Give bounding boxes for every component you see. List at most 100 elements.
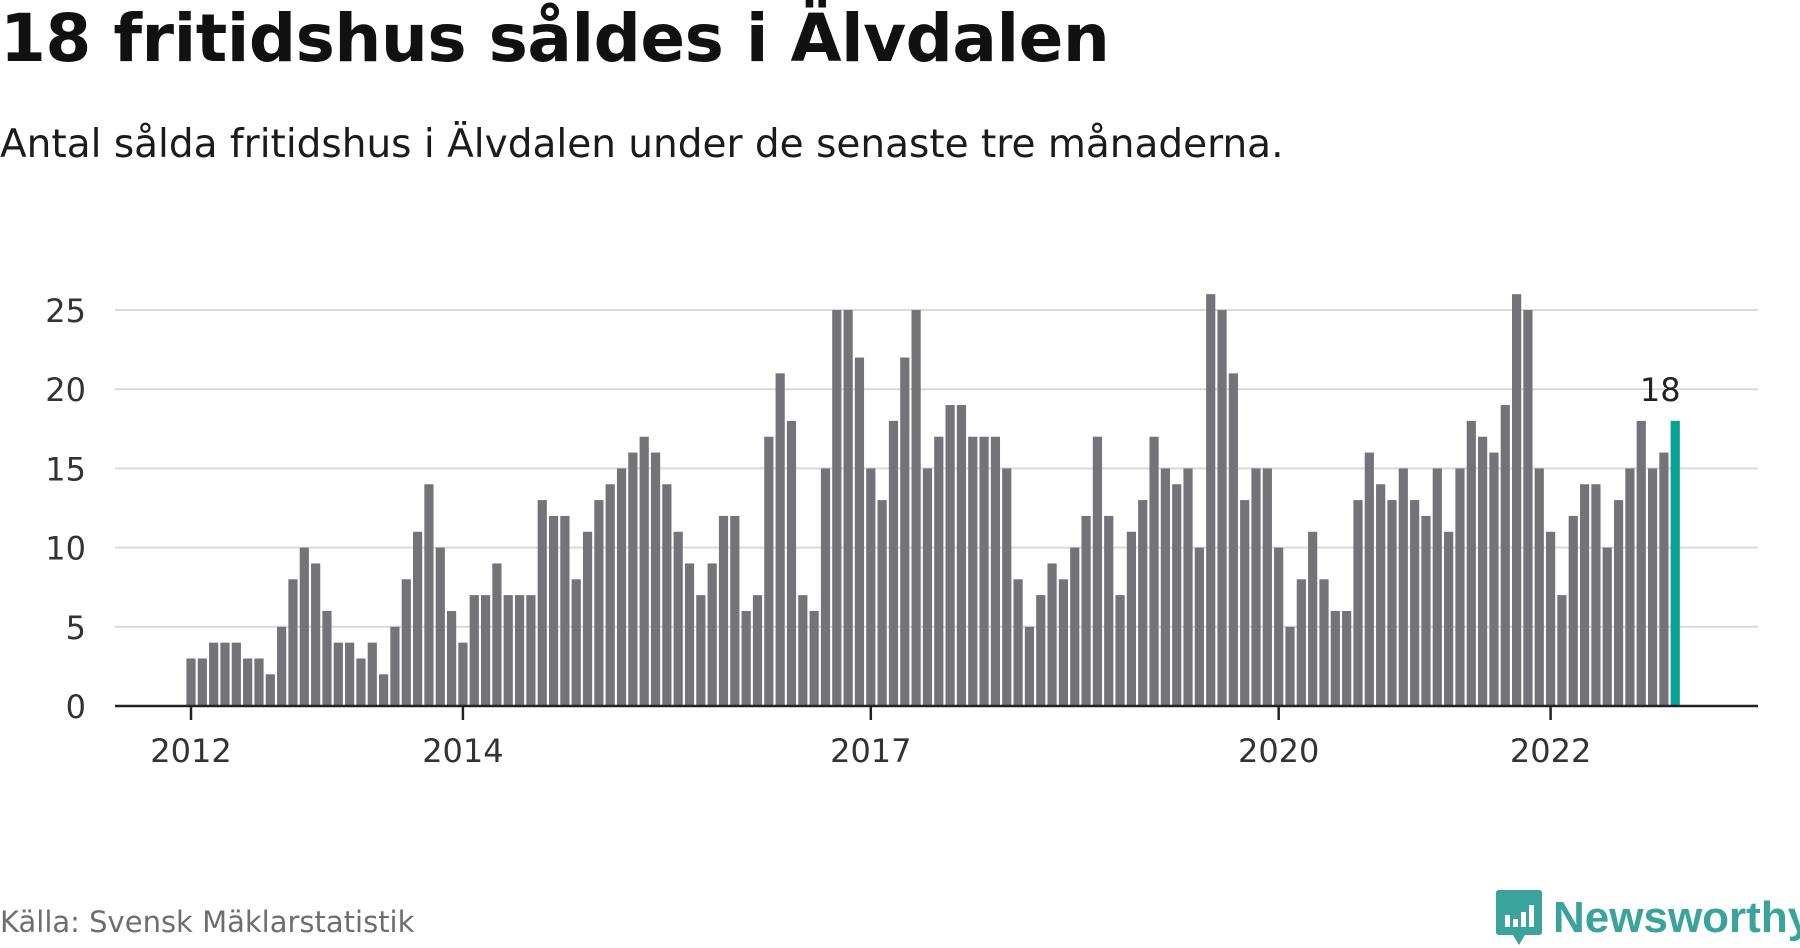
x-tick-label: 2017	[830, 732, 911, 770]
bar	[934, 436, 944, 706]
bar	[458, 642, 468, 706]
bar	[1568, 515, 1578, 706]
bar	[243, 658, 253, 706]
bar	[514, 595, 525, 706]
x-axis-ticks: 2012 2014 2017 2020 2022	[150, 706, 1591, 770]
annotations: 18	[1640, 371, 1681, 409]
bar	[673, 531, 683, 706]
newsworthy-logo-icon	[1496, 890, 1542, 945]
bar	[1398, 468, 1408, 706]
y-tick-label: 20	[45, 371, 86, 409]
bar	[1036, 595, 1046, 706]
bar	[1138, 500, 1148, 706]
bar	[1421, 515, 1431, 706]
bar	[333, 642, 343, 706]
bar	[730, 515, 740, 706]
bar	[209, 642, 219, 706]
bar	[288, 579, 298, 706]
bar	[231, 642, 241, 706]
bar	[594, 500, 604, 706]
bar	[718, 515, 729, 706]
bar	[809, 610, 819, 706]
bar	[1319, 579, 1329, 706]
bar	[582, 531, 593, 706]
bar	[1410, 500, 1420, 706]
bar	[1240, 500, 1250, 706]
bar	[265, 674, 275, 706]
bar	[220, 642, 230, 706]
bar	[1591, 484, 1601, 706]
bar	[1296, 579, 1306, 706]
bar	[1602, 547, 1612, 706]
bar	[1160, 468, 1170, 706]
bar	[186, 658, 196, 706]
bar	[1432, 468, 1442, 706]
bar	[877, 500, 887, 706]
bar	[197, 658, 207, 706]
bar	[1149, 436, 1159, 706]
bar	[707, 563, 717, 706]
bar	[356, 658, 366, 706]
bar	[832, 310, 842, 706]
y-tick-label: 10	[45, 530, 86, 568]
bar	[379, 674, 389, 706]
bar	[1342, 610, 1352, 706]
bar	[639, 436, 649, 706]
y-tick-label: 15	[45, 450, 86, 488]
bar	[1024, 626, 1035, 706]
x-tick-label: 2020	[1238, 732, 1319, 770]
bar	[1217, 310, 1227, 706]
bar	[526, 595, 536, 706]
bar	[1126, 531, 1136, 706]
bar	[1104, 515, 1114, 706]
bar	[560, 515, 570, 706]
bar	[968, 436, 978, 706]
bar	[1330, 610, 1340, 706]
bar	[1579, 484, 1590, 706]
bar	[1512, 294, 1522, 706]
bar	[798, 595, 808, 706]
bar	[854, 357, 865, 706]
brand-logo[interactable]: Newsworthy	[1495, 888, 1800, 948]
x-tick-label: 2022	[1510, 732, 1591, 770]
bar	[1466, 420, 1476, 706]
bar	[390, 626, 400, 706]
bar	[1647, 468, 1658, 706]
bar	[1228, 373, 1238, 706]
bar	[945, 405, 955, 706]
bar	[1070, 547, 1080, 706]
bar	[1444, 531, 1454, 706]
y-tick-label: 25	[45, 292, 86, 330]
bar	[299, 547, 309, 706]
bar	[548, 515, 559, 706]
bar	[469, 595, 479, 706]
bar	[922, 468, 933, 706]
bar	[254, 658, 264, 706]
bar	[979, 436, 989, 706]
bars	[186, 294, 1680, 706]
bar	[1092, 436, 1102, 706]
bar	[480, 595, 491, 706]
bar	[820, 468, 831, 706]
bar	[322, 610, 332, 706]
source-note: Källa: Svensk Mäklarstatistik	[0, 905, 415, 939]
bar	[764, 436, 774, 706]
bar	[900, 357, 910, 706]
bar	[446, 610, 457, 706]
bar	[1081, 515, 1091, 706]
bar	[741, 610, 751, 706]
bar	[662, 484, 672, 706]
bar	[1364, 452, 1374, 706]
bar	[1625, 468, 1635, 706]
bar	[1172, 484, 1182, 706]
bar	[1115, 595, 1125, 706]
bar	[888, 420, 899, 706]
y-axis-tick-labels: 0 5 10 15 20 25	[45, 292, 86, 726]
bar	[367, 642, 377, 706]
bar	[628, 452, 638, 706]
chart-subtitle: Antal sålda fritidshus i Älvdalen under …	[0, 122, 1284, 167]
bar	[435, 547, 445, 706]
bar	[1285, 626, 1295, 706]
bar	[1489, 452, 1499, 706]
